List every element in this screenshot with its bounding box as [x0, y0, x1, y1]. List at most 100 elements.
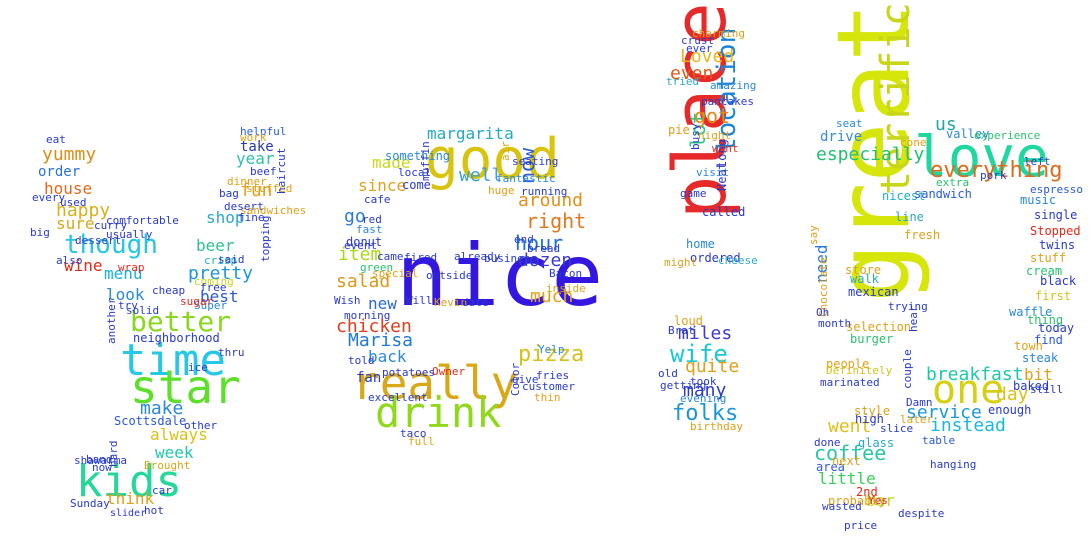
- word: seat: [836, 117, 863, 130]
- word: shop: [206, 208, 245, 227]
- word: one: [932, 367, 1005, 413]
- word: fast: [356, 223, 383, 236]
- word: say: [807, 225, 820, 246]
- word: chicken: [336, 316, 412, 337]
- word: band: [86, 453, 113, 466]
- word: house: [44, 179, 93, 198]
- word: baked: [1013, 379, 1050, 393]
- word: fantastic: [496, 172, 556, 185]
- word: eat: [46, 133, 66, 146]
- word: bar: [866, 491, 895, 510]
- word: thru: [218, 346, 245, 359]
- word: hot: [144, 504, 164, 517]
- word: Oh: [816, 306, 830, 319]
- word: waffle: [1009, 305, 1053, 319]
- word: potatoes: [382, 366, 435, 379]
- word: left: [1024, 155, 1051, 168]
- word: ice: [188, 361, 208, 374]
- word: right: [526, 209, 587, 233]
- word: local: [398, 166, 432, 179]
- word: yummy: [42, 144, 97, 165]
- word: price: [844, 519, 878, 532]
- word: well: [459, 165, 503, 186]
- word: inside: [546, 282, 586, 295]
- word: menu: [104, 264, 143, 283]
- word: fries: [536, 369, 570, 382]
- word: busy: [689, 123, 702, 151]
- word: think: [106, 489, 155, 508]
- word: end: [514, 233, 534, 246]
- word: give: [512, 373, 539, 386]
- word: pretty: [188, 263, 254, 284]
- word: customer: [522, 380, 575, 393]
- word: later: [900, 413, 934, 426]
- word: tried: [666, 75, 700, 88]
- word: fired: [404, 251, 438, 264]
- word: dessert: [75, 234, 122, 247]
- word: first: [1035, 289, 1072, 303]
- word: drive: [820, 129, 863, 145]
- word: huge: [488, 184, 515, 197]
- word: look: [106, 285, 145, 304]
- word: morning: [344, 309, 391, 322]
- word: cream: [1026, 264, 1063, 278]
- word: birthday: [690, 420, 743, 433]
- word: Definitely: [826, 364, 893, 377]
- word: called: [702, 205, 746, 219]
- word: getting: [660, 379, 707, 392]
- word: hard: [107, 440, 120, 468]
- word: valley: [946, 127, 990, 141]
- word: outside: [426, 269, 473, 282]
- word: green: [360, 261, 394, 274]
- word: today: [1038, 321, 1075, 335]
- word: stuffed: [246, 182, 293, 195]
- word: Sunday: [70, 497, 110, 510]
- word: extra: [936, 176, 970, 189]
- word: twins: [1039, 238, 1076, 252]
- word: steak: [1022, 351, 1059, 365]
- word: work: [240, 131, 267, 144]
- word: special: [372, 267, 419, 280]
- word: neighborhood: [133, 331, 220, 345]
- word: Will: [406, 294, 433, 307]
- word: pie: [668, 123, 690, 137]
- word: pizza: [518, 342, 585, 367]
- word: still: [1030, 383, 1064, 396]
- word: espresso: [1030, 183, 1083, 196]
- word: high: [855, 412, 884, 426]
- word: store: [845, 263, 882, 277]
- word: bag: [219, 187, 239, 200]
- word: every: [32, 191, 66, 204]
- word: Owner: [432, 365, 466, 378]
- word: date: [462, 296, 489, 309]
- word: much: [530, 286, 574, 307]
- word: came: [377, 250, 404, 263]
- word: couple: [901, 349, 914, 390]
- word: Brat: [668, 324, 695, 337]
- word: salad: [336, 271, 391, 292]
- word: everything: [930, 158, 1063, 183]
- word: single: [1034, 208, 1078, 222]
- word: since: [358, 176, 407, 195]
- word: air: [499, 141, 512, 162]
- word: make: [140, 398, 184, 419]
- word: people: [826, 357, 870, 371]
- word: beer: [196, 236, 235, 255]
- word: long: [715, 139, 729, 169]
- word: Scottsdale: [114, 414, 187, 428]
- word: dinner: [227, 175, 267, 188]
- word: marinated: [820, 376, 880, 389]
- word: nice: [396, 226, 604, 326]
- word: Marisa: [348, 330, 414, 351]
- word: time: [120, 335, 226, 386]
- word: took: [690, 375, 717, 388]
- word: thing: [1027, 313, 1064, 327]
- word: evening: [680, 392, 727, 405]
- word: Damn: [906, 396, 933, 409]
- word: Brought: [144, 459, 191, 472]
- word: Yelp: [538, 343, 565, 356]
- word: miles: [678, 323, 733, 344]
- word: coffee: [814, 441, 887, 465]
- word: fan: [356, 370, 382, 386]
- word: year: [236, 149, 275, 168]
